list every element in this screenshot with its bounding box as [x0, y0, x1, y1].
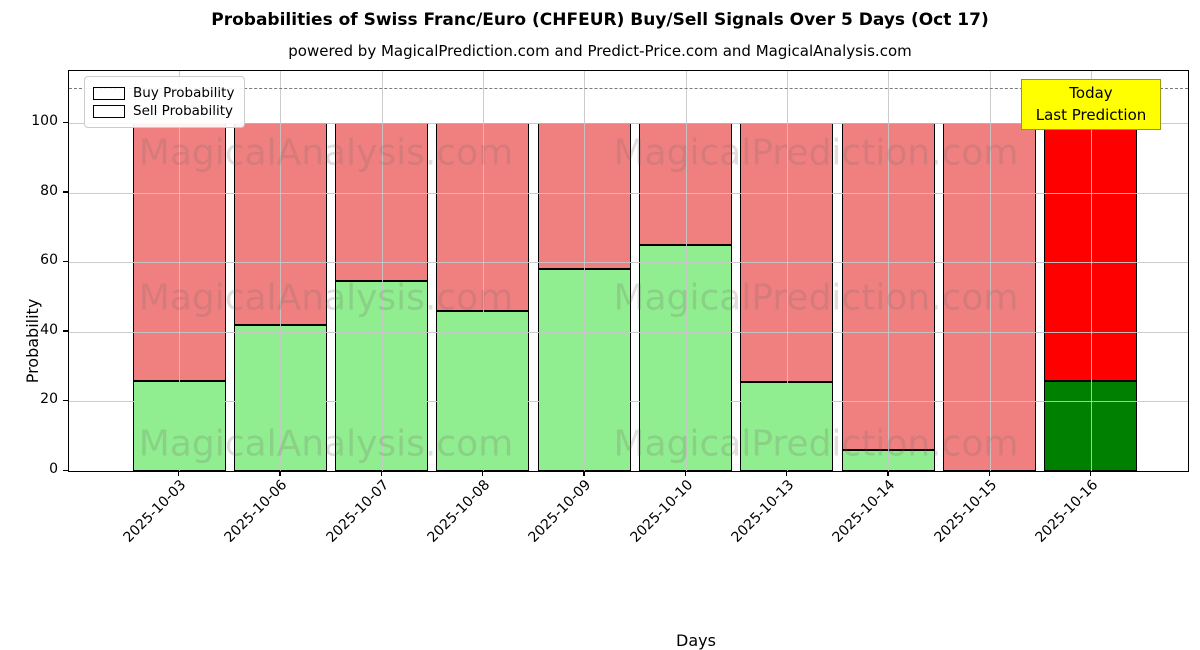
y-tick-label: 0: [49, 461, 58, 477]
x-tick-label: 2025-10-10: [627, 477, 696, 546]
h-gridline: [69, 262, 1188, 264]
x-tick-label: 2025-10-03: [120, 477, 190, 546]
v-gridline: [685, 71, 687, 471]
threshold-dashed-line: [69, 88, 1188, 90]
chart-subtitle: powered by MagicalPrediction.com and Pre…: [288, 42, 912, 60]
y-tick-mark: [63, 469, 68, 471]
x-axis-title: Days: [676, 631, 716, 650]
legend-label-sell: Sell Probability: [133, 103, 234, 119]
watermark-text: MagicalPrediction.com: [613, 132, 1019, 174]
x-tick-label: 2025-10-07: [323, 477, 392, 546]
x-tick-mark: [481, 471, 484, 477]
x-tick-mark: [1089, 471, 1092, 477]
y-axis-title: Probability: [23, 298, 42, 384]
x-tick-mark: [279, 471, 281, 477]
v-gridline: [381, 71, 383, 471]
v-gridline: [179, 71, 180, 471]
v-gridline: [482, 71, 484, 471]
y-tick-mark: [63, 260, 68, 263]
plot-area: MagicalAnalysis.com MagicalPrediction.com…: [23, 70, 1189, 650]
legend: Buy Probability Sell Probability: [84, 76, 246, 128]
y-tick-label: 60: [40, 252, 58, 269]
x-tick-mark: [178, 471, 180, 477]
h-gridline: [69, 192, 1188, 194]
x-tick-label: 2025-10-14: [829, 477, 899, 546]
h-gridline: [69, 123, 1188, 125]
v-gridline: [584, 71, 586, 471]
legend-item-sell: Sell Probability: [93, 103, 234, 119]
x-tick-mark: [887, 471, 889, 477]
x-tick-mark: [785, 471, 788, 477]
x-tick-mark: [380, 471, 382, 477]
today-annotation: Today Last Prediction: [1021, 79, 1161, 130]
h-gridline: [69, 401, 1188, 403]
x-tick-mark: [684, 471, 686, 477]
v-gridline: [989, 71, 991, 471]
v-gridline: [786, 71, 788, 471]
watermark-text: MagicalAnalysis.com: [138, 423, 514, 465]
legend-item-buy: Buy Probability: [93, 85, 234, 101]
x-tick-label: 2025-10-06: [221, 477, 291, 546]
watermark-text: MagicalAnalysis.com: [138, 132, 514, 174]
y-tick-label: 20: [40, 391, 58, 408]
x-tick-label: 2025-10-13: [728, 477, 798, 546]
y-tick-mark: [63, 399, 68, 402]
y-tick-label: 40: [40, 321, 58, 338]
buy-swatch: [93, 86, 125, 100]
x-tick-label: 2025-10-09: [525, 477, 595, 546]
today-annotation-line1: Today: [1069, 84, 1113, 102]
legend-label-buy: Buy Probability: [133, 85, 235, 101]
x-tick-label: 2025-10-15: [931, 477, 1000, 546]
y-tick-mark: [63, 191, 68, 193]
watermark-text: MagicalAnalysis.com: [138, 277, 514, 319]
v-gridline: [280, 71, 282, 471]
chart-title: Probabilities of Swiss Franc/Euro (CHFEU…: [211, 10, 989, 30]
today-annotation-line2: Last Prediction: [1035, 106, 1147, 124]
x-tick-mark: [988, 471, 990, 477]
x-tick-mark: [583, 471, 585, 477]
watermark-text: MagicalPrediction.com: [613, 423, 1019, 465]
h-gridline: [69, 331, 1188, 333]
y-tick-label: 80: [40, 182, 58, 199]
watermark-text: MagicalPrediction.com: [613, 277, 1019, 319]
y-tick-label: 100: [31, 113, 58, 130]
v-gridline: [1090, 71, 1092, 471]
y-tick-mark: [63, 121, 68, 123]
x-tick-label: 2025-10-16: [1032, 477, 1102, 546]
sell-swatch: [93, 104, 125, 118]
v-gridline: [888, 71, 890, 471]
y-tick-mark: [63, 330, 68, 332]
x-tick-label: 2025-10-08: [424, 477, 494, 546]
